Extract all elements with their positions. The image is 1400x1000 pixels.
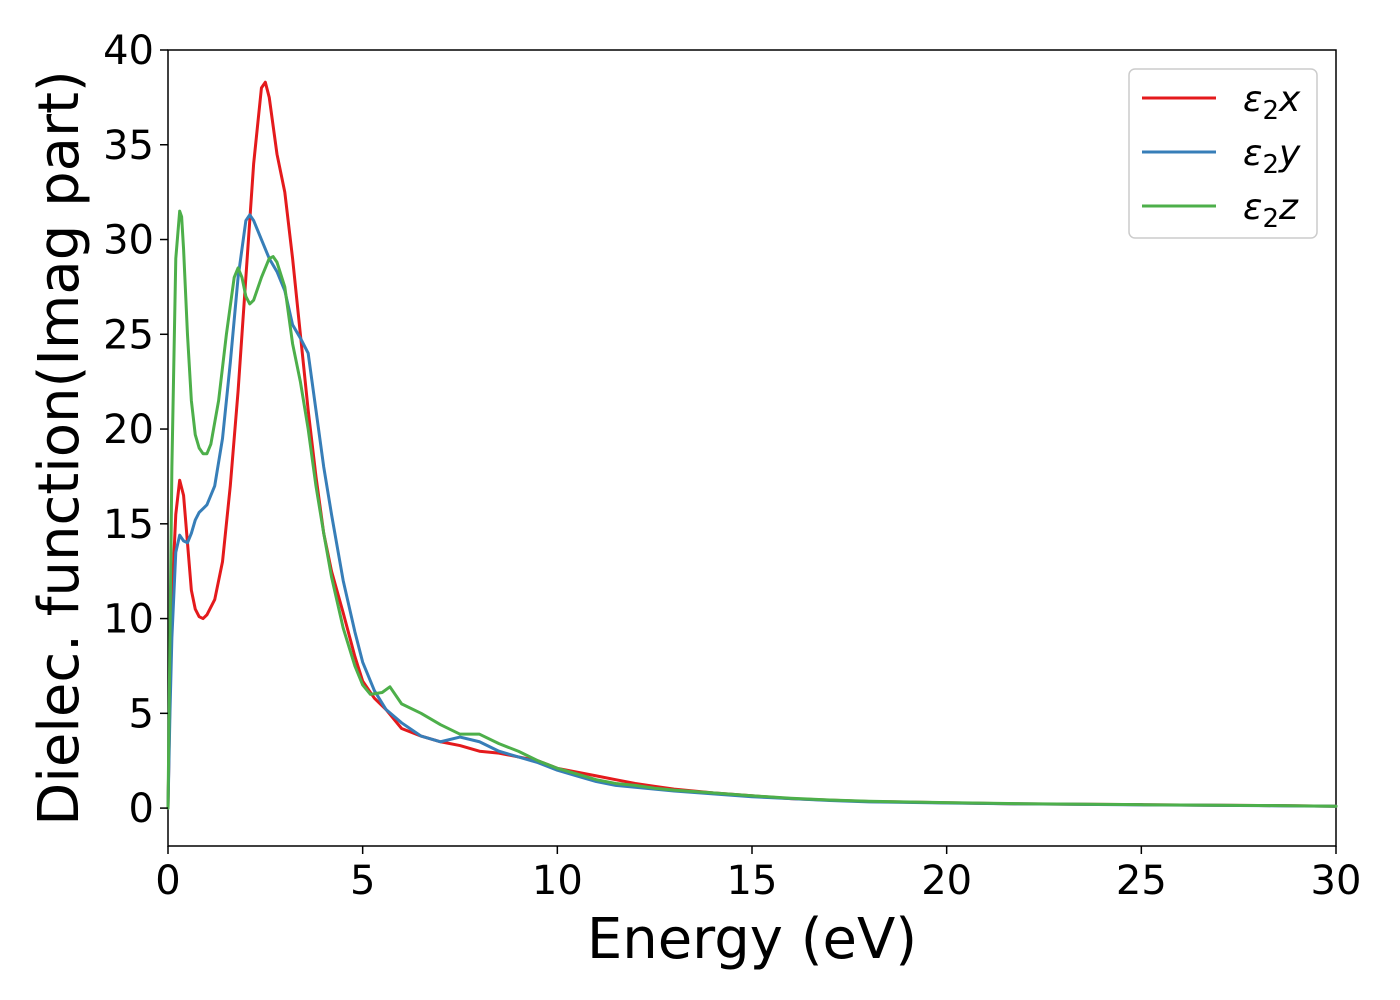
- legend-label-x: ε2x: [1243, 79, 1301, 126]
- legend-variable: x: [1278, 79, 1301, 120]
- x-axis-label: Energy (eV): [587, 907, 917, 972]
- x-tick-label: 5: [350, 858, 375, 904]
- series-line-z: [166, 209, 1338, 810]
- y-tick-label: 25: [103, 312, 154, 358]
- y-tick-label: 15: [103, 502, 154, 548]
- legend-symbol: ε: [1243, 187, 1262, 228]
- legend-subscript: 2: [1262, 204, 1279, 234]
- y-tick-label: 20: [103, 407, 154, 453]
- legend-symbol: ε: [1243, 133, 1262, 174]
- legend-variable: z: [1278, 187, 1299, 228]
- x-tick-label: 30: [1311, 858, 1362, 904]
- x-tick-label: 15: [727, 858, 778, 904]
- series-layer: [166, 80, 1338, 810]
- legend-label-z: ε2z: [1243, 187, 1299, 234]
- x-axis-ticks: 0 5 10 15 20 25 30: [155, 846, 1361, 904]
- x-tick-label: 10: [532, 858, 583, 904]
- x-tick-label: 0: [155, 858, 180, 904]
- legend-box: [1128, 68, 1318, 239]
- y-tick-label: 40: [103, 28, 154, 74]
- y-axis-label: Dielec. function(Imag part): [27, 70, 92, 826]
- y-tick-label: 0: [129, 786, 154, 832]
- legend-symbol: ε: [1243, 79, 1262, 120]
- x-tick-label: 25: [1116, 858, 1167, 904]
- y-tick-label: 10: [103, 597, 154, 643]
- x-tick-label: 20: [921, 858, 972, 904]
- y-axis-ticks: 0 5 10 15 20 25 30 35 40: [103, 28, 168, 832]
- legend-subscript: 2: [1262, 150, 1279, 180]
- y-tick-label: 35: [103, 123, 154, 169]
- y-tick-label: 5: [129, 691, 154, 737]
- y-tick-label: 30: [103, 218, 154, 264]
- legend-label-y: ε2y: [1243, 133, 1301, 180]
- legend-variable: y: [1278, 133, 1301, 174]
- legend-subscript: 2: [1262, 96, 1279, 126]
